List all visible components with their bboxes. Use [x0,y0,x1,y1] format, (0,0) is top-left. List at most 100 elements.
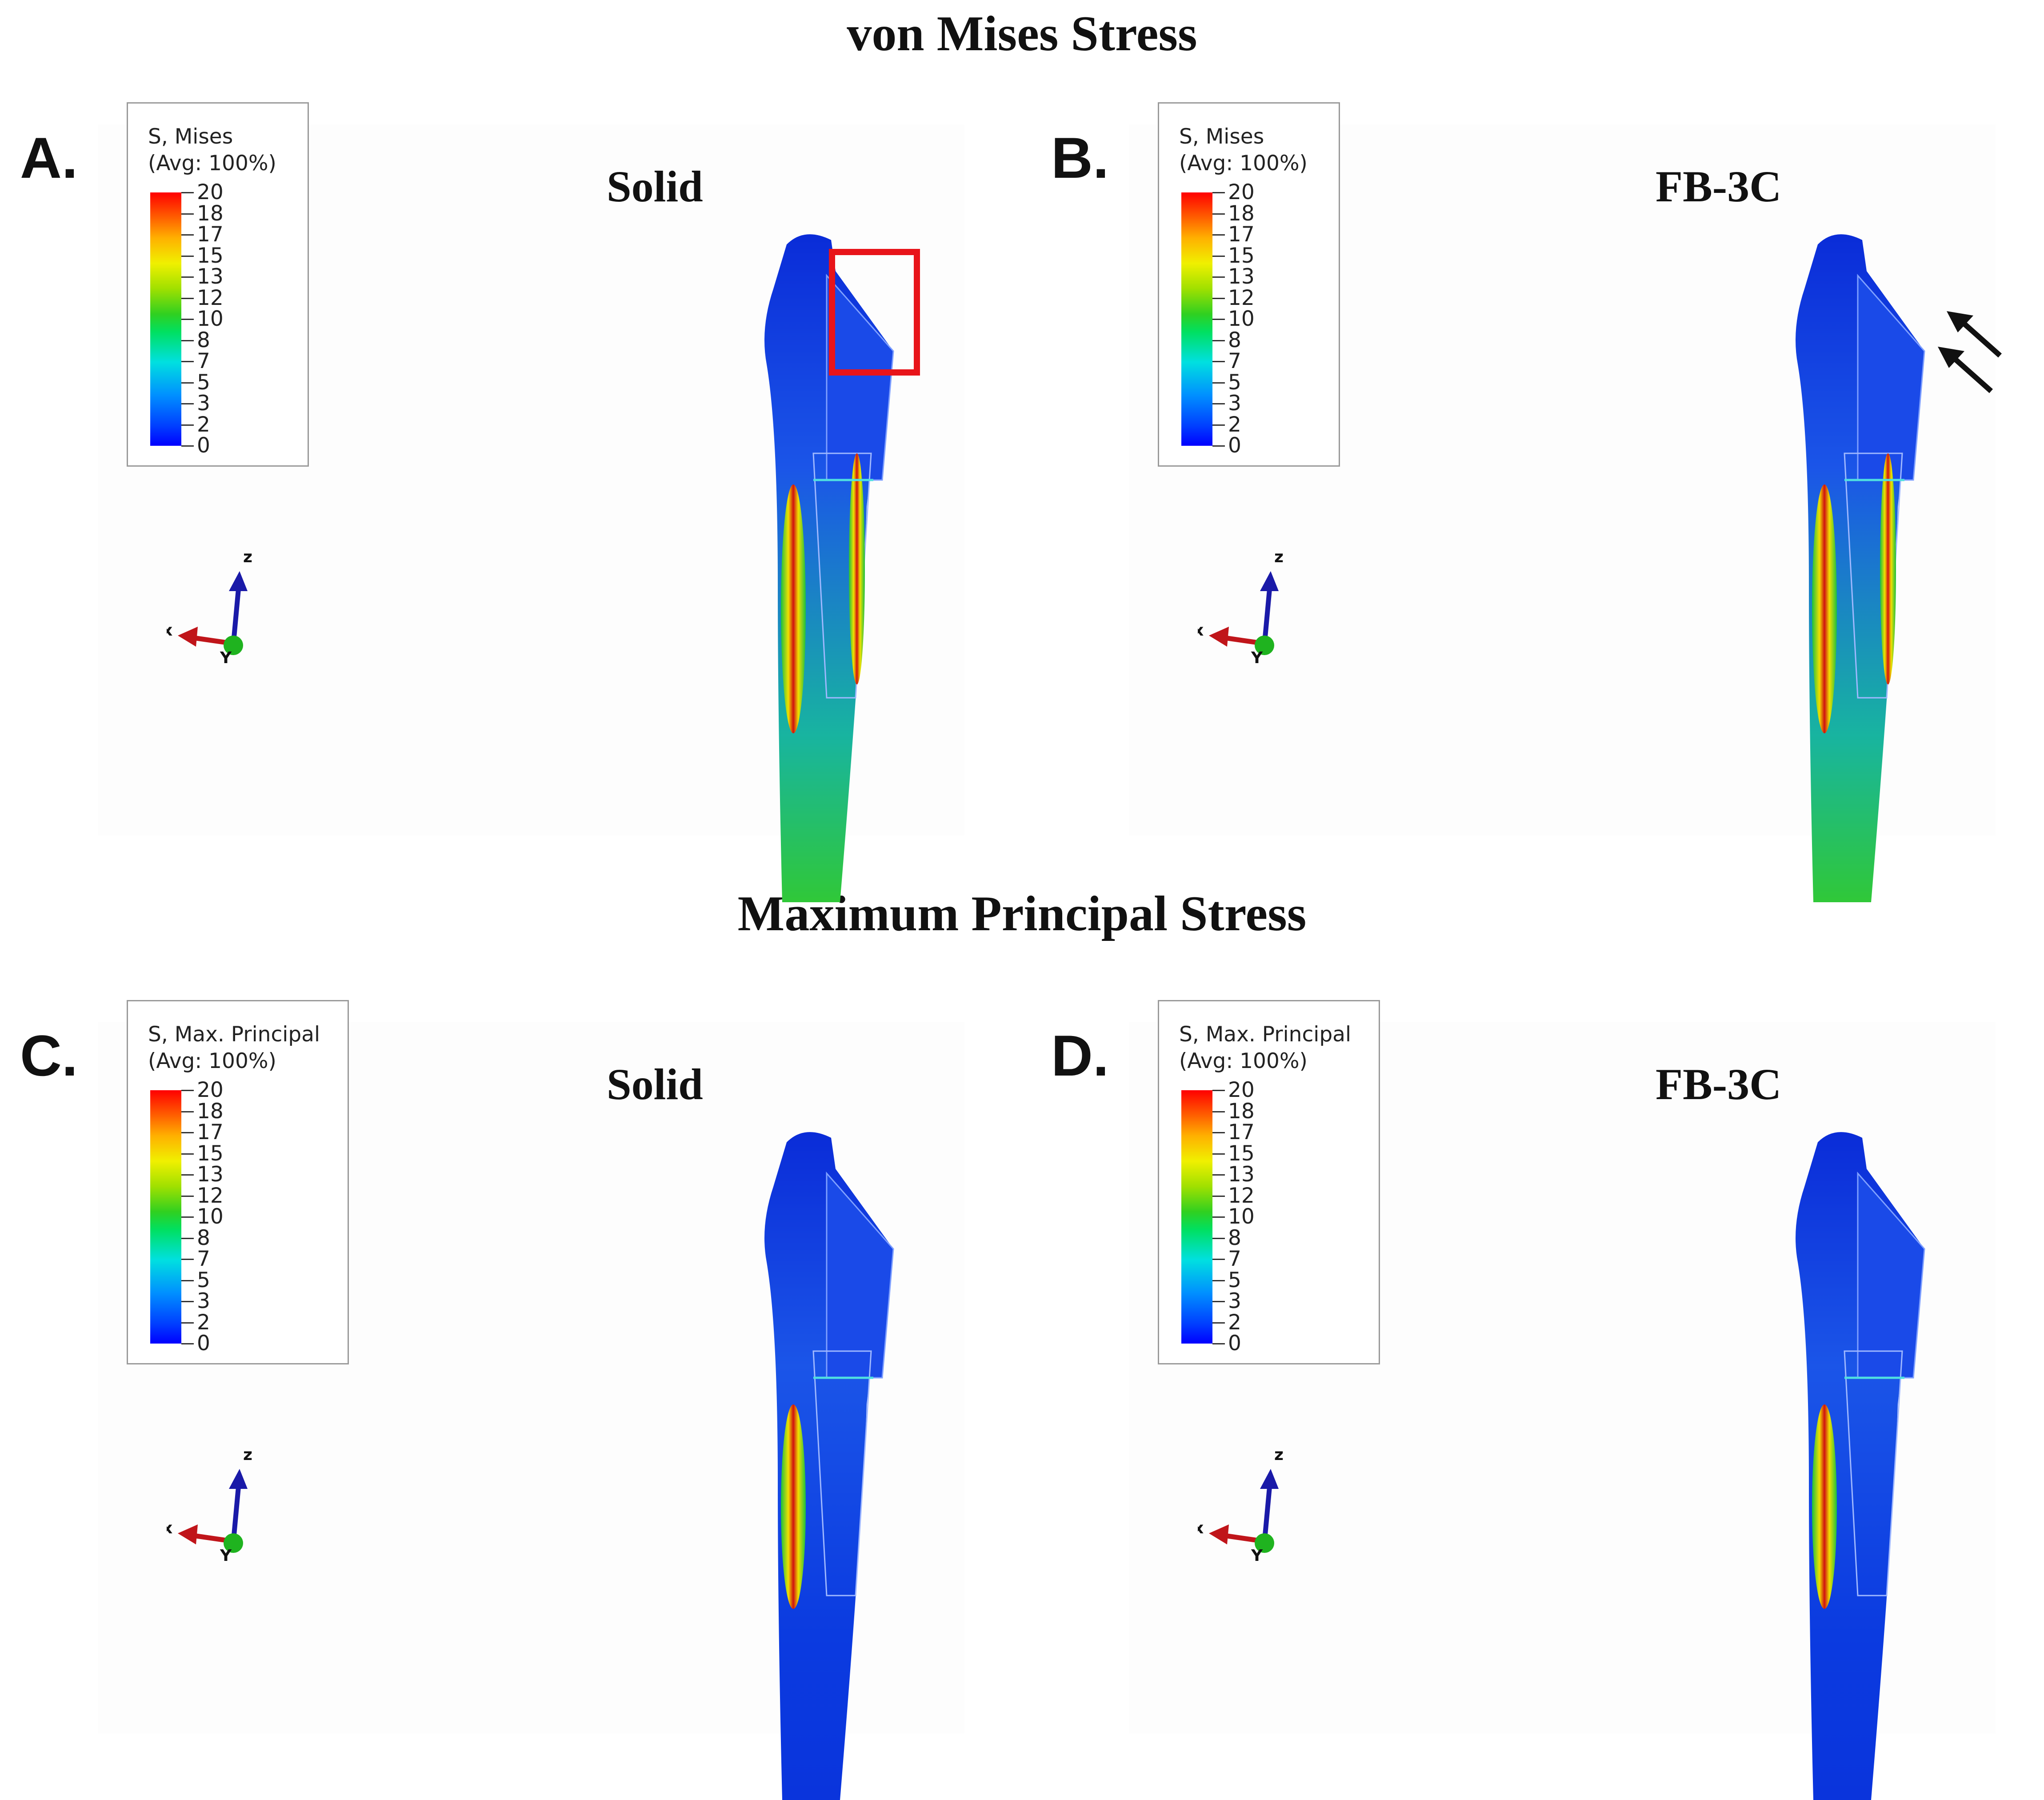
legend-tick [181,424,194,426]
legend-tick [181,1111,194,1112]
x-axis-arrowhead [178,627,198,647]
title-von-mises: von Mises Stress [847,6,1197,61]
y-axis-label: Y [1251,649,1263,667]
stress-band-lateral [849,453,865,684]
stress-band-lateral [1880,453,1896,684]
legend-tick-label: 0 [197,433,210,458]
model-label: FB-3C [1656,1060,1782,1109]
panel-letter: B. [1051,125,1109,190]
implant-stem [1844,1350,1903,1596]
y-axis-ball [1255,1533,1274,1553]
legend-tick [181,1343,194,1344]
legend-tick-label: 7 [1228,1247,1241,1271]
legend-tick [181,213,194,215]
z-axis-line [231,1484,241,1543]
legend-colorbar [1181,1090,1212,1344]
legend-tick-label: 13 [197,1162,224,1187]
x-axis-label: x [167,621,172,640]
legend-tick-label: 12 [1228,285,1255,310]
legend-tick [1212,1322,1225,1324]
legend-tick [181,192,194,193]
y-axis-label: Y [1251,1547,1263,1565]
legend-tick-label: 10 [1228,307,1255,331]
axis-triad-icon: z x Y [1198,1446,1284,1565]
legend-subtitle: (Avg: 100%) [1179,1049,1308,1073]
legend-tick [181,1322,194,1324]
z-axis-arrowhead [229,571,248,591]
legend-tick-label: 3 [1228,391,1241,416]
legend-tick [181,403,194,404]
legend-colorbar [1181,192,1212,446]
y-axis-ball [224,1533,243,1553]
legend-tick-label: 8 [197,328,210,352]
legend-tick-label: 2 [197,412,210,437]
legend-tick-label: 2 [1228,412,1241,437]
legend-tick-label: 12 [197,1183,224,1208]
legend-tick-label: 12 [1228,1183,1255,1208]
legend-tick [1212,1280,1225,1281]
legend-tick-label: 17 [197,222,224,247]
legend-tick-label: 13 [197,264,224,289]
legend-tick [181,319,194,320]
y-axis-label: Y [220,649,232,667]
legend-tick [1212,1259,1225,1260]
legend-tick-label: 15 [197,1141,224,1166]
z-axis-label: z [1274,548,1284,566]
implant-neck [826,1172,894,1379]
legend-tick-label: 5 [1228,370,1241,395]
legend-tick-label: 18 [1228,201,1255,226]
bone-stress-contour [1796,1132,1925,1800]
legend-tick [1212,1111,1225,1112]
legend-title: S, Mises [1179,124,1264,149]
legend-tick [1212,1343,1225,1344]
legend-tick [181,1090,194,1091]
contour-legend: S, Max. Principal (Avg: 100%) 20 18 17 15 13 12… [127,1000,349,1364]
legend-tick-label: 5 [197,370,210,395]
legend-tick [181,445,194,447]
bone-stress-contour [764,234,894,902]
legend-tick [1212,297,1225,299]
legend-tick [181,1259,194,1260]
x-axis-arrowhead [1209,627,1229,647]
legend-tick-label: 20 [197,180,224,204]
legend-tick [1212,445,1225,447]
legend-tick-label: 10 [197,1204,224,1229]
legend-tick-label: 15 [1228,1141,1255,1166]
legend-tick [181,297,194,299]
contour-legend: S, Mises (Avg: 100%) 20 18 17 15 13 12 10 8 7 5 3 2 0 [127,102,309,467]
legend-title: S, Max. Principal [1179,1022,1352,1047]
red-highlight-box [829,249,920,376]
legend-tick-label: 8 [1228,328,1241,352]
z-axis-arrowhead [229,1469,248,1489]
legend-tick-label: 2 [1228,1310,1241,1335]
x-axis-label: x [1198,621,1204,640]
legend-tick [181,1237,194,1239]
legend-tick-label: 2 [197,1310,210,1335]
legend-tick-label: 18 [197,1099,224,1124]
legend-tick-label: 20 [197,1078,224,1102]
y-axis-ball [224,636,243,655]
legend-tick [181,1174,194,1176]
legend-tick [1212,234,1225,236]
legend-title: S, Mises [148,124,233,149]
stress-band-medial [781,1404,806,1609]
legend-tick-label: 8 [197,1225,210,1250]
legend-tick [181,361,194,362]
legend-tick [1212,1237,1225,1239]
legend-tick-label: 20 [1228,180,1255,204]
legend-tick-label: 17 [1228,222,1255,247]
x-axis-arrowhead [178,1524,198,1544]
legend-tick [1212,276,1225,278]
axis-triad-icon: z x Y [1198,548,1284,667]
title-max-principal: Maximum Principal Stress [737,886,1307,941]
legend-tick [181,1216,194,1218]
legend-tick-label: 5 [197,1268,210,1292]
legend-tick-label: 7 [197,1247,210,1271]
y-axis-ball [1255,636,1274,655]
implant-neck [1857,1172,1925,1379]
implant-stem [812,1350,872,1596]
x-axis-arrowhead [1209,1524,1229,1544]
implant-neck [826,274,894,481]
axis-triad-icon: z x Y [167,1446,252,1565]
z-axis-label: z [243,1446,252,1464]
